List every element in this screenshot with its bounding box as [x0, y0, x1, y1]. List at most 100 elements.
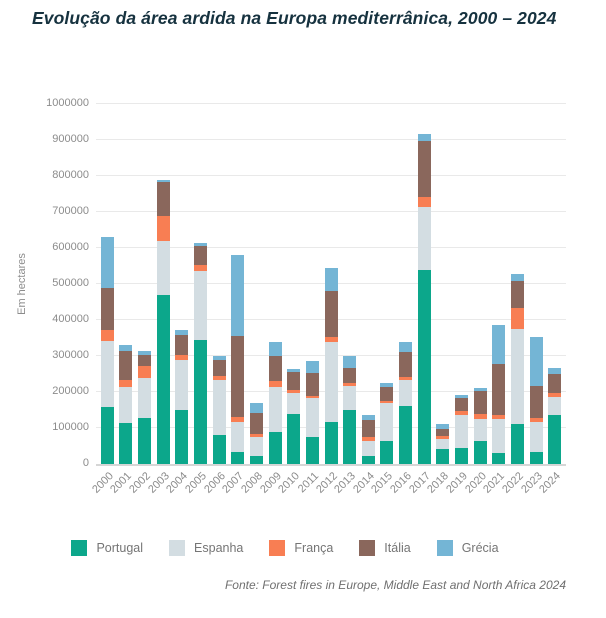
bar-segment-2012-espanha[interactable]	[324, 342, 338, 423]
bar-segment-2008-franca[interactable]	[249, 434, 263, 438]
bar-segment-2021-italia[interactable]	[492, 363, 506, 416]
bar-segment-2010-portugal[interactable]	[287, 413, 301, 464]
bar-segment-2021-grecia[interactable]	[492, 325, 506, 364]
bar-segment-2003-espanha[interactable]	[156, 240, 170, 295]
bar-segment-2008-italia[interactable]	[249, 412, 263, 435]
legend-item-grecia[interactable]: Grécia	[436, 540, 499, 556]
bar-segment-2016-portugal[interactable]	[399, 405, 413, 464]
bar-segment-2006-italia[interactable]	[212, 359, 226, 376]
bar-segment-2012-italia[interactable]	[324, 290, 338, 338]
bar-segment-2000-espanha[interactable]	[100, 340, 114, 408]
bar-segment-2022-grecia[interactable]	[510, 273, 524, 282]
bar-segment-2024-franca[interactable]	[548, 393, 562, 397]
bar-segment-2021-espanha[interactable]	[492, 419, 506, 454]
bar-segment-2024-italia[interactable]	[548, 373, 562, 394]
bar-segment-2002-espanha[interactable]	[138, 378, 152, 419]
bar-segment-2015-grecia[interactable]	[380, 382, 394, 388]
bar-segment-2009-portugal[interactable]	[268, 432, 282, 464]
bar-segment-2016-grecia[interactable]	[399, 342, 413, 353]
bar-segment-2008-espanha[interactable]	[249, 437, 263, 456]
bar-2006[interactable]	[212, 356, 226, 464]
bar-segment-2016-espanha[interactable]	[399, 380, 413, 406]
bar-segment-2024-portugal[interactable]	[548, 415, 562, 464]
bar-segment-2001-portugal[interactable]	[119, 422, 133, 464]
bar-segment-2004-espanha[interactable]	[175, 359, 189, 410]
bar-segment-2012-grecia[interactable]	[324, 268, 338, 291]
bar-2001[interactable]	[119, 345, 133, 464]
bar-2011[interactable]	[305, 360, 319, 464]
bar-segment-2012-franca[interactable]	[324, 337, 338, 343]
bar-segment-2003-grecia[interactable]	[156, 179, 170, 183]
bar-segment-2005-franca[interactable]	[194, 264, 208, 272]
bar-segment-2022-portugal[interactable]	[510, 424, 524, 464]
bar-segment-2015-italia[interactable]	[380, 387, 394, 401]
bar-segment-2011-portugal[interactable]	[305, 437, 319, 464]
bar-segment-2014-portugal[interactable]	[361, 456, 375, 464]
bar-segment-2007-franca[interactable]	[231, 416, 245, 422]
bar-segment-2024-espanha[interactable]	[548, 396, 562, 416]
bar-segment-2007-portugal[interactable]	[231, 451, 245, 464]
bar-segment-2014-franca[interactable]	[361, 437, 375, 441]
bar-segment-2000-portugal[interactable]	[100, 407, 114, 464]
bar-2014[interactable]	[361, 414, 375, 464]
bar-segment-2009-grecia[interactable]	[268, 342, 282, 357]
bar-2003[interactable]	[156, 179, 170, 464]
bar-2024[interactable]	[548, 367, 562, 464]
bar-segment-2023-espanha[interactable]	[529, 421, 543, 452]
bar-segment-2023-italia[interactable]	[529, 385, 543, 418]
bar-2009[interactable]	[268, 342, 282, 464]
bar-segment-2003-portugal[interactable]	[156, 294, 170, 464]
bar-segment-2007-espanha[interactable]	[231, 421, 245, 452]
bar-segment-2019-espanha[interactable]	[454, 415, 468, 448]
legend-item-franca[interactable]: França	[269, 540, 333, 556]
bar-2016[interactable]	[399, 342, 413, 464]
bar-segment-2000-italia[interactable]	[100, 287, 114, 331]
bar-segment-2002-portugal[interactable]	[138, 418, 152, 464]
bar-segment-2020-espanha[interactable]	[473, 419, 487, 441]
bar-segment-2011-franca[interactable]	[305, 395, 319, 399]
bar-segment-2005-espanha[interactable]	[194, 271, 208, 340]
bar-segment-2006-grecia[interactable]	[212, 356, 226, 360]
bar-segment-2018-espanha[interactable]	[436, 438, 450, 449]
bar-segment-2017-grecia[interactable]	[417, 133, 431, 141]
bar-2020[interactable]	[473, 387, 487, 464]
bar-segment-2001-espanha[interactable]	[119, 386, 133, 423]
bar-segment-2013-portugal[interactable]	[343, 410, 357, 464]
bar-2002[interactable]	[138, 350, 152, 464]
bar-segment-2018-franca[interactable]	[436, 435, 450, 439]
bar-segment-2011-italia[interactable]	[305, 372, 319, 396]
bar-segment-2019-italia[interactable]	[454, 398, 468, 412]
bar-segment-2022-franca[interactable]	[510, 308, 524, 329]
bar-2004[interactable]	[175, 330, 189, 464]
bar-segment-2017-espanha[interactable]	[417, 207, 431, 270]
bar-segment-2014-grecia[interactable]	[361, 414, 375, 420]
bar-segment-2005-portugal[interactable]	[194, 339, 208, 464]
bar-segment-2020-franca[interactable]	[473, 413, 487, 420]
bar-segment-2013-italia[interactable]	[343, 368, 357, 384]
bar-segment-2009-italia[interactable]	[268, 356, 282, 381]
bar-segment-2019-grecia[interactable]	[454, 395, 468, 399]
bar-segment-2001-franca[interactable]	[119, 379, 133, 387]
bar-2015[interactable]	[380, 382, 394, 464]
bar-2013[interactable]	[343, 356, 357, 464]
bar-segment-2005-grecia[interactable]	[194, 243, 208, 247]
bar-2018[interactable]	[436, 424, 450, 464]
bar-segment-2024-grecia[interactable]	[548, 367, 562, 374]
bar-2023[interactable]	[529, 337, 543, 464]
bar-2022[interactable]	[510, 273, 524, 464]
bar-segment-2019-franca[interactable]	[454, 411, 468, 416]
bar-segment-2002-italia[interactable]	[138, 354, 152, 367]
bar-segment-2013-grecia[interactable]	[343, 356, 357, 369]
bar-segment-2011-grecia[interactable]	[305, 360, 319, 373]
bar-segment-2003-italia[interactable]	[156, 182, 170, 217]
bar-segment-2014-espanha[interactable]	[361, 440, 375, 457]
bar-segment-2023-grecia[interactable]	[529, 337, 543, 386]
bar-segment-2012-portugal[interactable]	[324, 422, 338, 464]
bar-segment-2009-espanha[interactable]	[268, 386, 282, 433]
bar-segment-2023-franca[interactable]	[529, 417, 543, 422]
bar-segment-2020-grecia[interactable]	[473, 387, 487, 391]
bar-2010[interactable]	[287, 369, 301, 464]
bar-segment-2022-italia[interactable]	[510, 281, 524, 309]
bar-segment-2010-espanha[interactable]	[287, 393, 301, 414]
bar-segment-2002-grecia[interactable]	[138, 350, 152, 355]
